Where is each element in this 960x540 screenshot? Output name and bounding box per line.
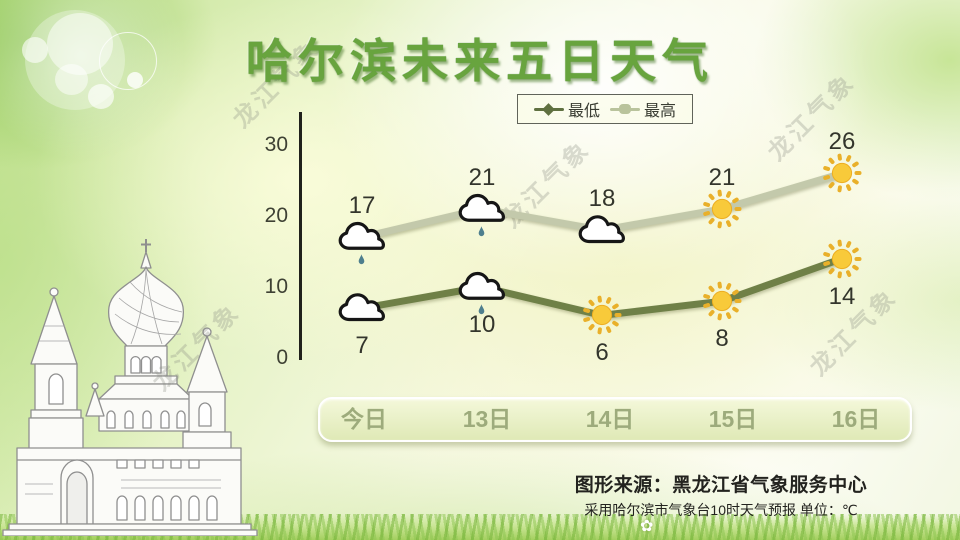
- bokeh-circle: [22, 37, 48, 63]
- x-axis-label: 今日: [341, 406, 387, 432]
- note-text: 采用哈尔滨市气象台10时天气预报 单位：℃: [584, 502, 858, 518]
- min-temp-value: 8: [715, 325, 729, 353]
- max-series-marker-icon: [610, 103, 640, 115]
- sun-icon: [700, 187, 744, 231]
- y-tick-label: 0: [276, 346, 288, 369]
- rain-cloud-icon: [458, 270, 506, 318]
- min-diamond-marker: [542, 102, 555, 116]
- bokeh-circle: [88, 84, 114, 109]
- x-axis-label: 14日: [585, 406, 635, 432]
- x-axis-label: 15日: [708, 406, 758, 432]
- legend-item-max: 最高: [610, 97, 676, 121]
- min-temp-value: 7: [355, 332, 369, 360]
- church-illustration: [2, 239, 258, 536]
- min-temp-value: 10: [468, 311, 496, 338]
- max-temp-value: 26: [828, 128, 856, 156]
- x-axis-label: 13日: [462, 406, 512, 432]
- legend-label-min: 最低: [567, 103, 600, 120]
- x-axis-label: 16日: [831, 406, 881, 432]
- bokeh-ring: [99, 32, 157, 90]
- cloud-icon: [578, 213, 626, 247]
- legend-item-min: 最低: [533, 97, 600, 121]
- bokeh-circle: [127, 72, 143, 88]
- sun-icon: [580, 293, 624, 337]
- y-tick-label: 10: [264, 275, 288, 298]
- min-temp-value: 14: [828, 282, 856, 310]
- footer: 图形来源：黑龙江省气象服务中心 采用哈尔滨市气象台10时天气预报 单位：℃: [565, 470, 877, 520]
- sun-icon: [820, 237, 864, 281]
- source-text: 图形来源：黑龙江省气象服务中心: [574, 475, 868, 496]
- flower-icon: ✿: [640, 518, 654, 535]
- max-temp-value: 21: [708, 163, 736, 191]
- y-tick-label: 30: [264, 133, 288, 156]
- sun-icon: [700, 279, 744, 323]
- y-tick-label: 20: [264, 204, 288, 227]
- rain-cloud-icon: [458, 192, 506, 240]
- max-temp-value: 21: [468, 163, 496, 191]
- bokeh-circle: [55, 64, 88, 95]
- legend-label-max: 最高: [644, 103, 677, 120]
- page-title: 哈尔滨未来五日天气: [246, 35, 714, 87]
- max-temp-value: 18: [588, 185, 616, 213]
- min-series-marker-icon: [533, 102, 564, 116]
- x-axis-band: [318, 397, 912, 442]
- cloud-icon: [338, 291, 386, 325]
- max-blob-marker: [619, 104, 631, 114]
- min-temp-value: 6: [595, 339, 609, 367]
- y-axis-line: [299, 112, 302, 360]
- max-temp-value: 17: [348, 192, 376, 220]
- legend: 最低 最高: [517, 94, 693, 124]
- rain-cloud-icon: [338, 220, 386, 268]
- sun-icon: [820, 151, 864, 195]
